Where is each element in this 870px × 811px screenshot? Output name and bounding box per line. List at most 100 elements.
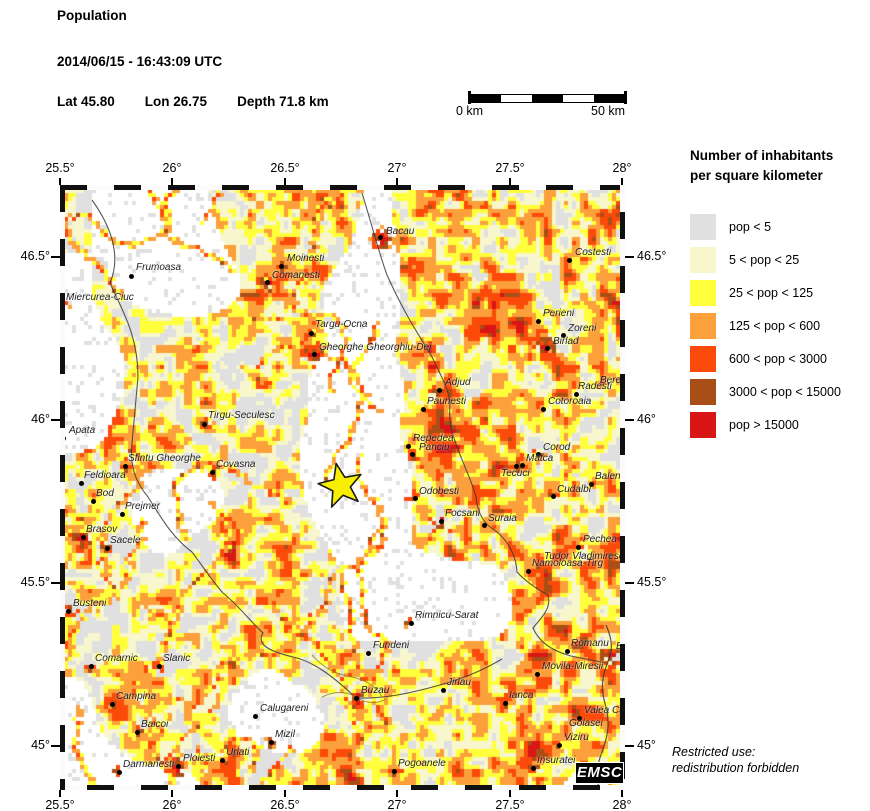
city-label: Tirgu-Seculesc [208,410,275,421]
legend: Number of inhabitants per square kilomet… [690,146,870,445]
city-dot [89,664,94,669]
city-dot [110,702,115,707]
city-label: Panciu [419,442,450,453]
city-label: Namoloasa-Tirg [532,558,604,569]
city-dot [531,766,536,771]
axis-tick [396,790,398,797]
city-label: Apata [69,425,96,436]
city-label: Golasei [569,718,603,729]
city-dot [567,258,572,263]
city-dot [439,519,444,524]
legend-swatch [690,280,716,306]
x-axis-label: 27.5° [495,161,525,175]
city-label: Ploiesti [183,753,216,764]
city-dot [366,651,371,656]
event-datetime: 2014/06/15 - 16:43:09 UTC [57,54,223,69]
city-dot [279,264,284,269]
x-axis-label: 28° [612,161,632,175]
city-dot [378,235,383,240]
city-dot [437,388,442,393]
city-dot [117,770,122,775]
city-label: Gheorghe Gheorghiu-Dej [319,342,432,353]
legend-item: 3000 < pop < 15000 [690,379,870,405]
scale-segment [470,95,501,102]
scale-segment [594,95,625,102]
city-dot [541,407,546,412]
y-axis-label: 46.5° [637,249,667,263]
y-axis-label: 46.5° [20,249,50,263]
y-axis-label: 46° [637,412,656,426]
scale-bar [468,91,627,104]
city-label: Radesti [578,381,612,392]
axis-tick [51,582,60,584]
city-dot [91,499,96,504]
axis-tick [51,256,60,258]
city-label: Busteni [73,598,107,609]
axis-tick [625,419,634,421]
city-label: Comarnic [95,653,138,664]
epicenter-star [317,462,362,508]
city-label: Odobesti [419,486,460,497]
legend-swatch [690,313,716,339]
legend-swatch [690,247,716,273]
legend-item: pop < 5 [690,214,870,240]
city-label: Romanu [571,638,609,649]
legend-title-line2: per square kilometer [690,168,823,183]
scale-segment [563,95,594,102]
axis-tick [171,790,173,797]
city-label: Birlad [553,336,579,347]
y-axis-label: 45° [31,738,50,752]
city-dot [392,769,397,774]
city-label: Cudalbi [557,484,591,495]
latitude-value: Lat 45.80 [57,94,115,109]
city-label: Pogoanele [398,758,446,769]
city-dot [589,482,594,487]
city-dot [135,730,140,735]
x-axis-label: 25.5° [45,161,75,175]
axis-tick [509,178,511,185]
legend-item: pop > 15000 [690,412,870,438]
city-label: Insuratei [537,755,576,766]
city-dot [413,496,418,501]
city-dot [406,444,411,449]
city-dot [79,481,84,486]
city-label: Zoreni [568,323,597,334]
legend-label: 25 < pop < 125 [729,286,814,300]
city-label: Suraia [488,513,517,524]
city-dot [561,333,566,338]
city-label: Slanic [163,653,191,664]
city-label: Tudor Vladimirescu [544,551,625,562]
legend-swatch [690,214,716,240]
city-label: Tecuci [501,468,530,479]
city-dot [503,701,508,706]
city-dot [551,494,556,499]
river-olt-buzau [91,199,503,699]
city-label: Brasov [86,524,118,535]
city-label: Targu-Ocna [315,319,368,330]
city-label: Focsani [445,508,481,519]
city-dot [66,609,71,614]
legend-item: 600 < pop < 3000 [690,346,870,372]
city-label: Miercurea-Ciuc [66,292,134,303]
axis-tick [625,745,634,747]
x-axis-label: 27.5° [495,798,525,811]
city-label: Paunesti [427,396,466,407]
legend-label: pop > 15000 [729,418,799,432]
city-label: Movila-Miresii [542,661,604,672]
city-label: Fundeni [373,640,410,651]
city-dot [565,649,570,654]
map-frame-left [60,185,65,790]
city-label: Corod [543,442,571,453]
city-label: Prejmer [125,501,161,512]
city-dot [176,764,181,769]
axis-tick [171,178,173,185]
axis-tick [621,178,623,185]
city-dot [535,672,540,677]
restricted-line1: Restricted use: [672,745,756,759]
axis-tick [625,256,634,258]
city-label: Bod [96,488,114,499]
city-dot [557,743,562,748]
y-axis-label: 45° [637,738,656,752]
legend-label: 600 < pop < 3000 [729,352,828,366]
